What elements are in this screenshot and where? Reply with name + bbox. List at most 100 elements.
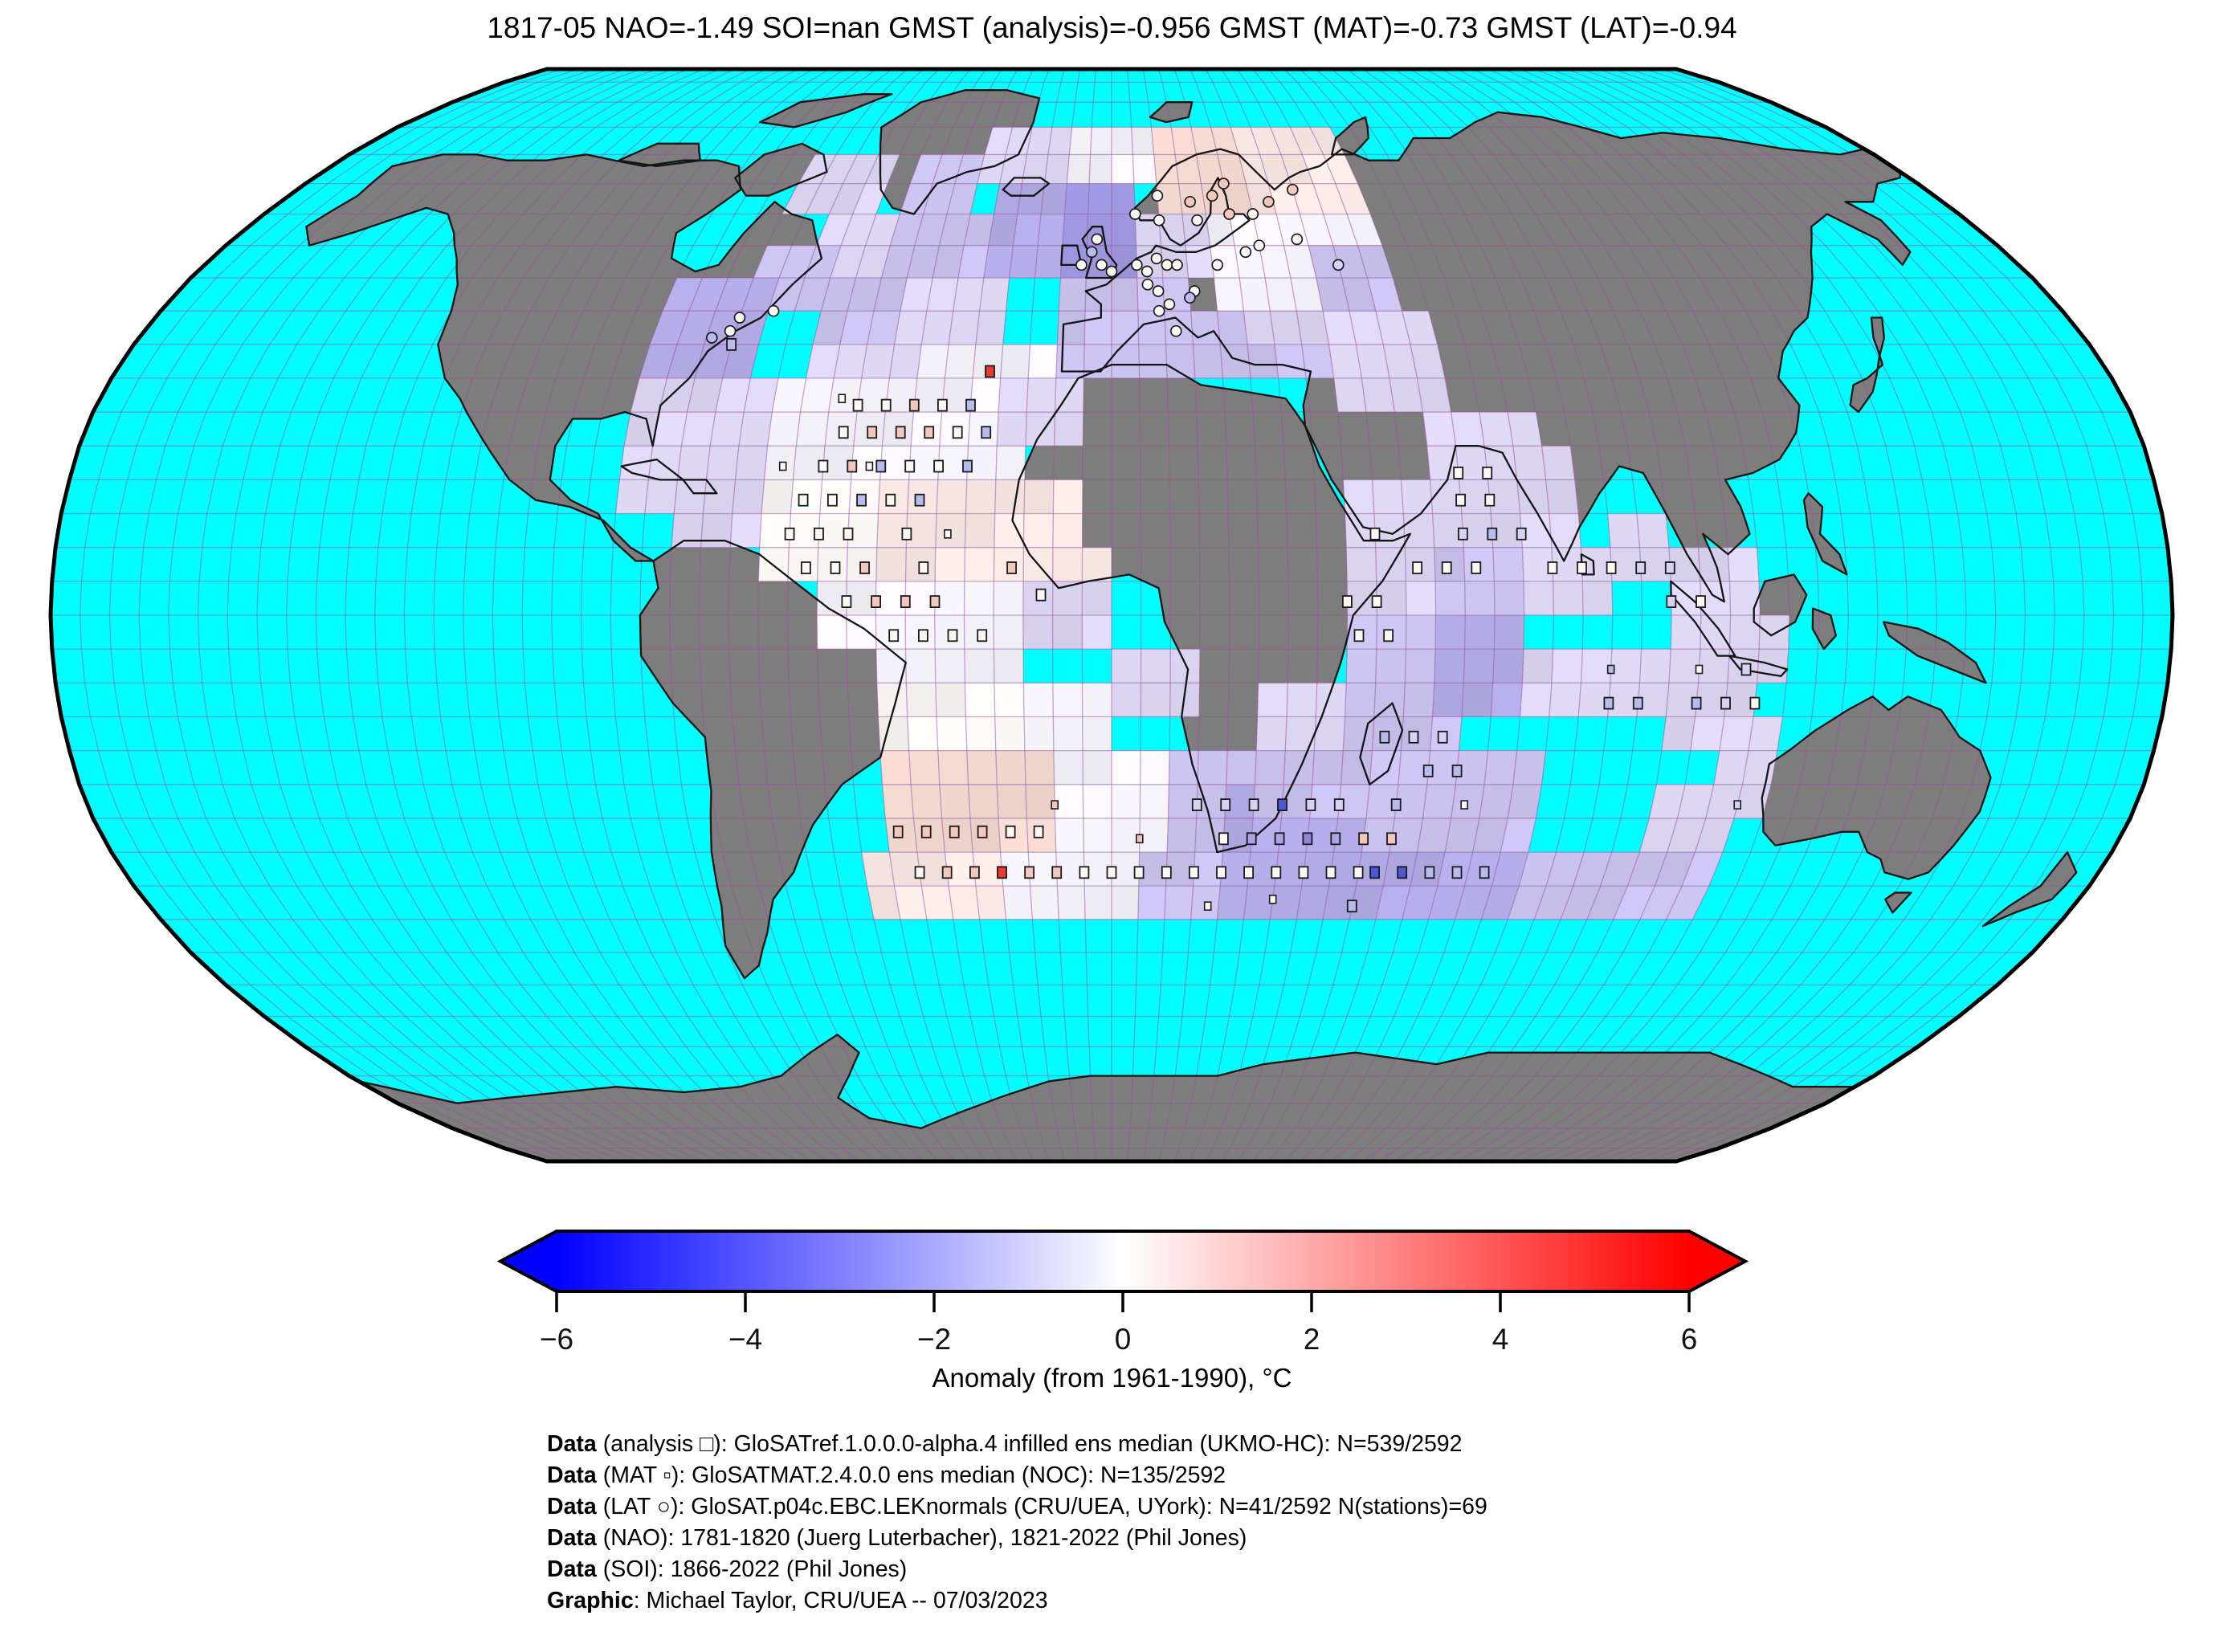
analysis-marker	[1216, 866, 1226, 879]
grid-cell	[1402, 886, 1438, 920]
grid-cell	[1422, 412, 1456, 447]
grid-cell	[1193, 344, 1223, 378]
grid-cell	[1229, 214, 1259, 246]
grid-cell	[1283, 750, 1315, 785]
grid-cell	[941, 377, 973, 413]
grid-cell	[855, 245, 891, 279]
grid-cell	[1479, 412, 1513, 447]
grid-cell	[1333, 377, 1367, 413]
grid-cell	[817, 615, 847, 650]
grid-cell	[1742, 750, 1777, 785]
analysis-marker	[1453, 467, 1464, 479]
mat-marker	[1733, 800, 1741, 810]
grid-cell	[1333, 818, 1367, 853]
analysis-marker	[914, 866, 925, 879]
grid-cell	[1083, 818, 1112, 853]
grid-cell	[1274, 852, 1307, 887]
grid-cell	[1695, 818, 1734, 853]
analysis-marker	[1346, 899, 1357, 913]
grid-cell	[1494, 615, 1524, 650]
grid-cell	[1112, 278, 1138, 312]
coastline-tasmania	[1884, 891, 1912, 914]
grid-cell	[1217, 311, 1248, 345]
grid-cell	[834, 344, 867, 378]
grid-cell	[1112, 886, 1139, 920]
grid-cell	[1343, 479, 1374, 514]
grid-cell	[965, 716, 996, 751]
analysis-marker	[1437, 730, 1448, 744]
grid-cell	[935, 649, 965, 683]
grid-cell	[806, 344, 840, 378]
analysis-marker	[900, 595, 911, 608]
grid-cell	[1639, 547, 1671, 581]
analysis-marker	[1274, 832, 1285, 846]
grid-cell	[1376, 581, 1406, 615]
grid-cell	[983, 245, 1014, 279]
grid-cell	[997, 784, 1027, 818]
grid-cell	[639, 344, 677, 378]
grid-cell	[1055, 818, 1084, 853]
analysis-marker	[852, 398, 863, 412]
lat-station-marker	[1151, 190, 1164, 202]
grid-cell	[935, 547, 965, 581]
grid-cell	[876, 513, 908, 548]
grid-cell	[1463, 649, 1495, 683]
attribution-line-label: Graphic	[547, 1588, 634, 1613]
grid-cell	[889, 344, 922, 378]
colorbar-tick-label: −6	[540, 1323, 573, 1356]
colorbar-left-arrow	[500, 1231, 557, 1291]
grid-cell	[994, 649, 1024, 683]
grid-cell	[875, 581, 906, 615]
analysis-marker	[962, 459, 973, 473]
grid-cell	[1301, 344, 1334, 378]
lat-station-marker	[1150, 252, 1163, 265]
grid-cell	[994, 581, 1024, 615]
grid-cell	[1025, 412, 1055, 447]
grid-cell	[937, 750, 969, 785]
grid-cell	[1017, 183, 1045, 214]
grid-cell	[1250, 127, 1281, 155]
grid-cell	[1668, 649, 1700, 683]
grid-cell	[1346, 649, 1377, 683]
grid-cell	[1053, 716, 1083, 751]
analysis-marker	[1133, 866, 1145, 879]
attribution-block: Data (analysis □): GloSATref.1.0.0.0-alp…	[547, 1429, 1487, 1617]
analysis-marker	[1383, 629, 1394, 642]
analysis-marker	[1358, 832, 1369, 846]
analysis-marker	[1246, 832, 1257, 846]
colorbar-axis-label: Anomaly (from 1961-1990), °C	[932, 1363, 1292, 1393]
analysis-marker	[1189, 866, 1199, 879]
grid-cell	[1306, 818, 1338, 853]
analysis-marker	[892, 825, 904, 838]
analysis-marker	[895, 426, 906, 439]
grid-cell	[1052, 683, 1083, 717]
grid-cell	[998, 377, 1029, 413]
analysis-marker	[1369, 527, 1381, 540]
grid-cell	[1492, 649, 1524, 683]
grid-cell	[1613, 886, 1655, 920]
grid-cell	[1022, 154, 1048, 184]
analysis-marker	[918, 629, 928, 642]
grid-cell	[1666, 683, 1699, 717]
grid-cell	[1403, 683, 1434, 717]
grid-cell	[1724, 683, 1757, 717]
grid-cell	[793, 446, 825, 480]
grid-cell	[1013, 214, 1042, 246]
colorbar-gradient	[557, 1231, 1689, 1291]
lat-station-marker	[1253, 239, 1266, 252]
lat-station-marker	[1152, 285, 1165, 297]
grid-cell	[1636, 513, 1669, 548]
attribution-line: Data (MAT ▫): GloSATMAT.2.4.0.0 ens medi…	[547, 1460, 1487, 1491]
grid-cell	[1112, 852, 1140, 887]
analysis-marker	[1424, 866, 1435, 879]
grid-cell	[1323, 311, 1357, 345]
grid-cell	[822, 446, 854, 480]
grid-cell	[881, 245, 915, 279]
grid-cell	[1290, 127, 1324, 155]
grid-cell	[953, 278, 984, 312]
grid-cell	[722, 344, 759, 378]
grid-cell	[1522, 547, 1553, 581]
grid-cell	[1194, 818, 1225, 853]
grid-cell	[1417, 818, 1451, 853]
